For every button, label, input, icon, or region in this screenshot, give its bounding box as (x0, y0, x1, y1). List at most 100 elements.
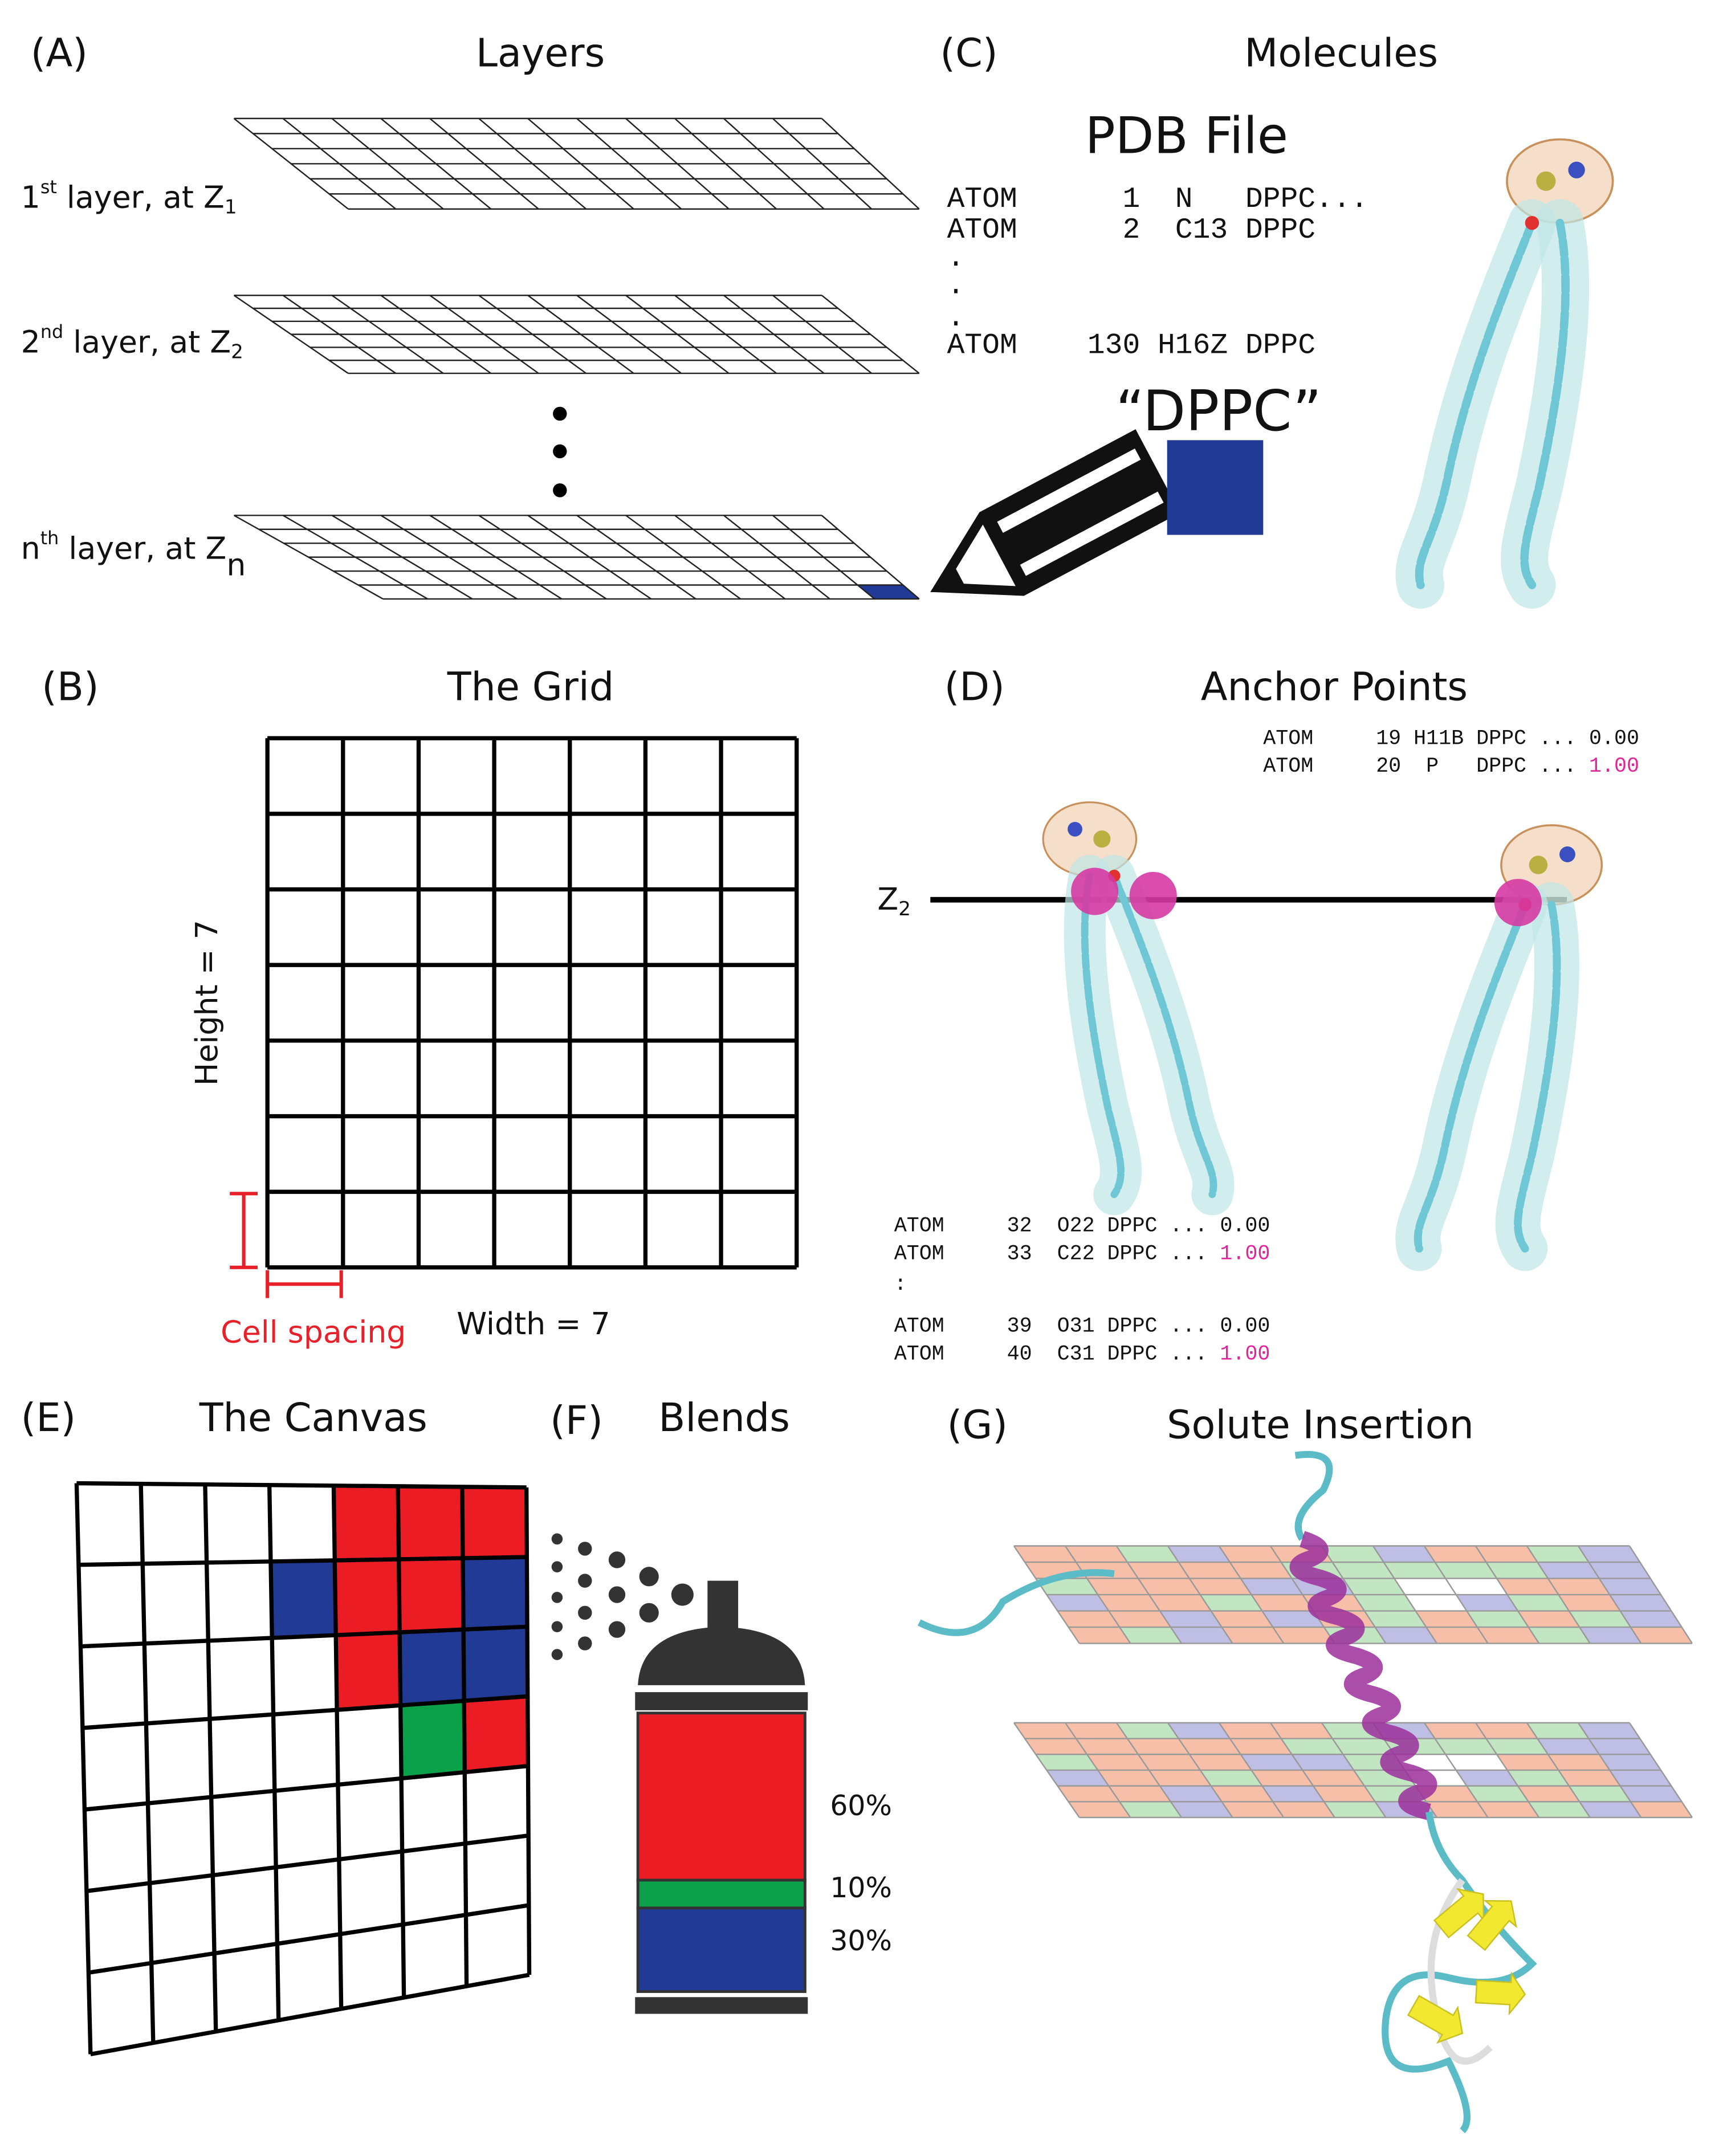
grid-cell (1475, 1546, 1538, 1563)
panel-label: (E) (21, 1396, 76, 1441)
molecule-bonds (1520, 218, 1570, 589)
grid-line (86, 1833, 529, 1893)
grid-cell (1068, 1627, 1131, 1644)
ellipsis-dot (553, 444, 567, 459)
grid-cell (1138, 1754, 1200, 1770)
grid-cell (464, 1696, 528, 1772)
anchor-atom (1071, 867, 1119, 915)
protein-helix (1289, 1531, 1437, 1820)
anchor-weight: 1.00 (1589, 755, 1639, 779)
layer-label: 2nd layer, at Z2 (21, 322, 243, 363)
spray-can (635, 1580, 808, 2014)
grid-cell (1273, 1802, 1335, 1818)
grid-cell (1354, 1595, 1416, 1611)
grid-cell (1332, 1738, 1395, 1755)
pdb-record: ATOM 32 O22 DPPC ... (894, 1214, 1220, 1238)
anchor-weight: 1.00 (1220, 1342, 1270, 1366)
grid-cell (1087, 1578, 1149, 1595)
grid-cell (1281, 1738, 1343, 1755)
grid-cell (463, 1627, 528, 1701)
grid-cell (1119, 1627, 1182, 1644)
spray-dot (639, 1567, 659, 1587)
grid-cell (1424, 1722, 1486, 1739)
plane-text: Z (877, 881, 898, 917)
anchor-weight: 0.00 (1220, 1214, 1270, 1238)
grid-cell (1599, 1578, 1661, 1595)
pdb-record: ATOM 33 C22 DPPC ... (894, 1242, 1220, 1266)
grid-cell (1221, 1802, 1284, 1818)
grid-line (74, 1483, 93, 2055)
grid-cell (1087, 1754, 1149, 1770)
layer-ordinal: 2 (21, 324, 40, 360)
grid-cell (1013, 1546, 1076, 1563)
grid-cell (1119, 1802, 1182, 1818)
pdb-line: . (947, 301, 965, 335)
grid-cell (1528, 1627, 1590, 1644)
grid-cell (1426, 1627, 1488, 1644)
grid (233, 117, 920, 210)
molecule (1042, 801, 1235, 1216)
plane-label: Z2 (877, 881, 911, 920)
pdb-record: : (894, 1273, 907, 1297)
grid-cell (463, 1557, 528, 1630)
spray-dot (551, 1561, 563, 1572)
grid-cell (1547, 1754, 1610, 1770)
grid-cell (1262, 1611, 1324, 1628)
plane-subscript: 2 (898, 897, 911, 920)
grid-cell (1057, 1611, 1120, 1628)
grid-cell (1065, 1722, 1127, 1739)
layer-ordinal: n (21, 530, 40, 566)
height-label: Height = 7 (189, 920, 225, 1086)
grid-cell (1424, 1546, 1486, 1563)
grid-cell (1321, 1546, 1384, 1563)
grid-cell (1109, 1611, 1171, 1628)
atom (1568, 161, 1585, 178)
protein-sheet (1475, 1971, 1526, 2016)
grid-cell (1159, 1611, 1222, 1628)
grid-cell (1372, 1546, 1435, 1563)
protein-sheet (1433, 1888, 1485, 1939)
grid-cell (1046, 1770, 1109, 1786)
grid-cell (336, 1632, 401, 1710)
atom (1068, 822, 1082, 837)
spray-dot (639, 1603, 659, 1623)
grid-line (76, 1481, 527, 1490)
grid-cell (1148, 1595, 1211, 1611)
grid-cell (1630, 1802, 1692, 1818)
fraction-label: 30% (830, 1925, 892, 1957)
grid-cell (1547, 1578, 1610, 1595)
anchor-weight: 1.00 (1220, 1242, 1270, 1266)
grid-line (84, 1763, 528, 1812)
grid-cell (857, 585, 919, 599)
molecule-bonds (1110, 872, 1217, 1199)
grid-cell (1610, 1770, 1672, 1786)
grid-cell (1200, 1595, 1262, 1611)
grid-cell (1579, 1802, 1642, 1818)
anchor-atom (1494, 879, 1542, 927)
grid-cell (1189, 1578, 1252, 1595)
pencil (930, 429, 1180, 596)
grid-cell (1578, 1722, 1640, 1739)
atom (1536, 171, 1556, 191)
spacing-label: Cell spacing (221, 1314, 406, 1350)
panel-label: (D) (944, 665, 1005, 710)
spray-dot (578, 1574, 592, 1588)
grid (233, 515, 920, 600)
grid-cell (1507, 1595, 1569, 1611)
spray-dot (551, 1592, 563, 1603)
grid-cell (1588, 1562, 1651, 1579)
pdb-line: ATOM 39 O31 DPPC ... 0.00 (894, 1314, 1270, 1338)
grid-cell (1558, 1770, 1620, 1786)
anchor-weight: 0.00 (1220, 1314, 1270, 1338)
grid-cell (398, 1486, 463, 1559)
grid-cell (335, 1559, 400, 1636)
grid (265, 736, 799, 1270)
grid-cell (1178, 1562, 1241, 1579)
grid-line (396, 1486, 406, 1998)
pdb-line: : (894, 1273, 907, 1297)
panel-label: (A) (31, 31, 88, 76)
panel-label: (G) (947, 1403, 1008, 1448)
spacing-bracket (230, 1192, 343, 1298)
